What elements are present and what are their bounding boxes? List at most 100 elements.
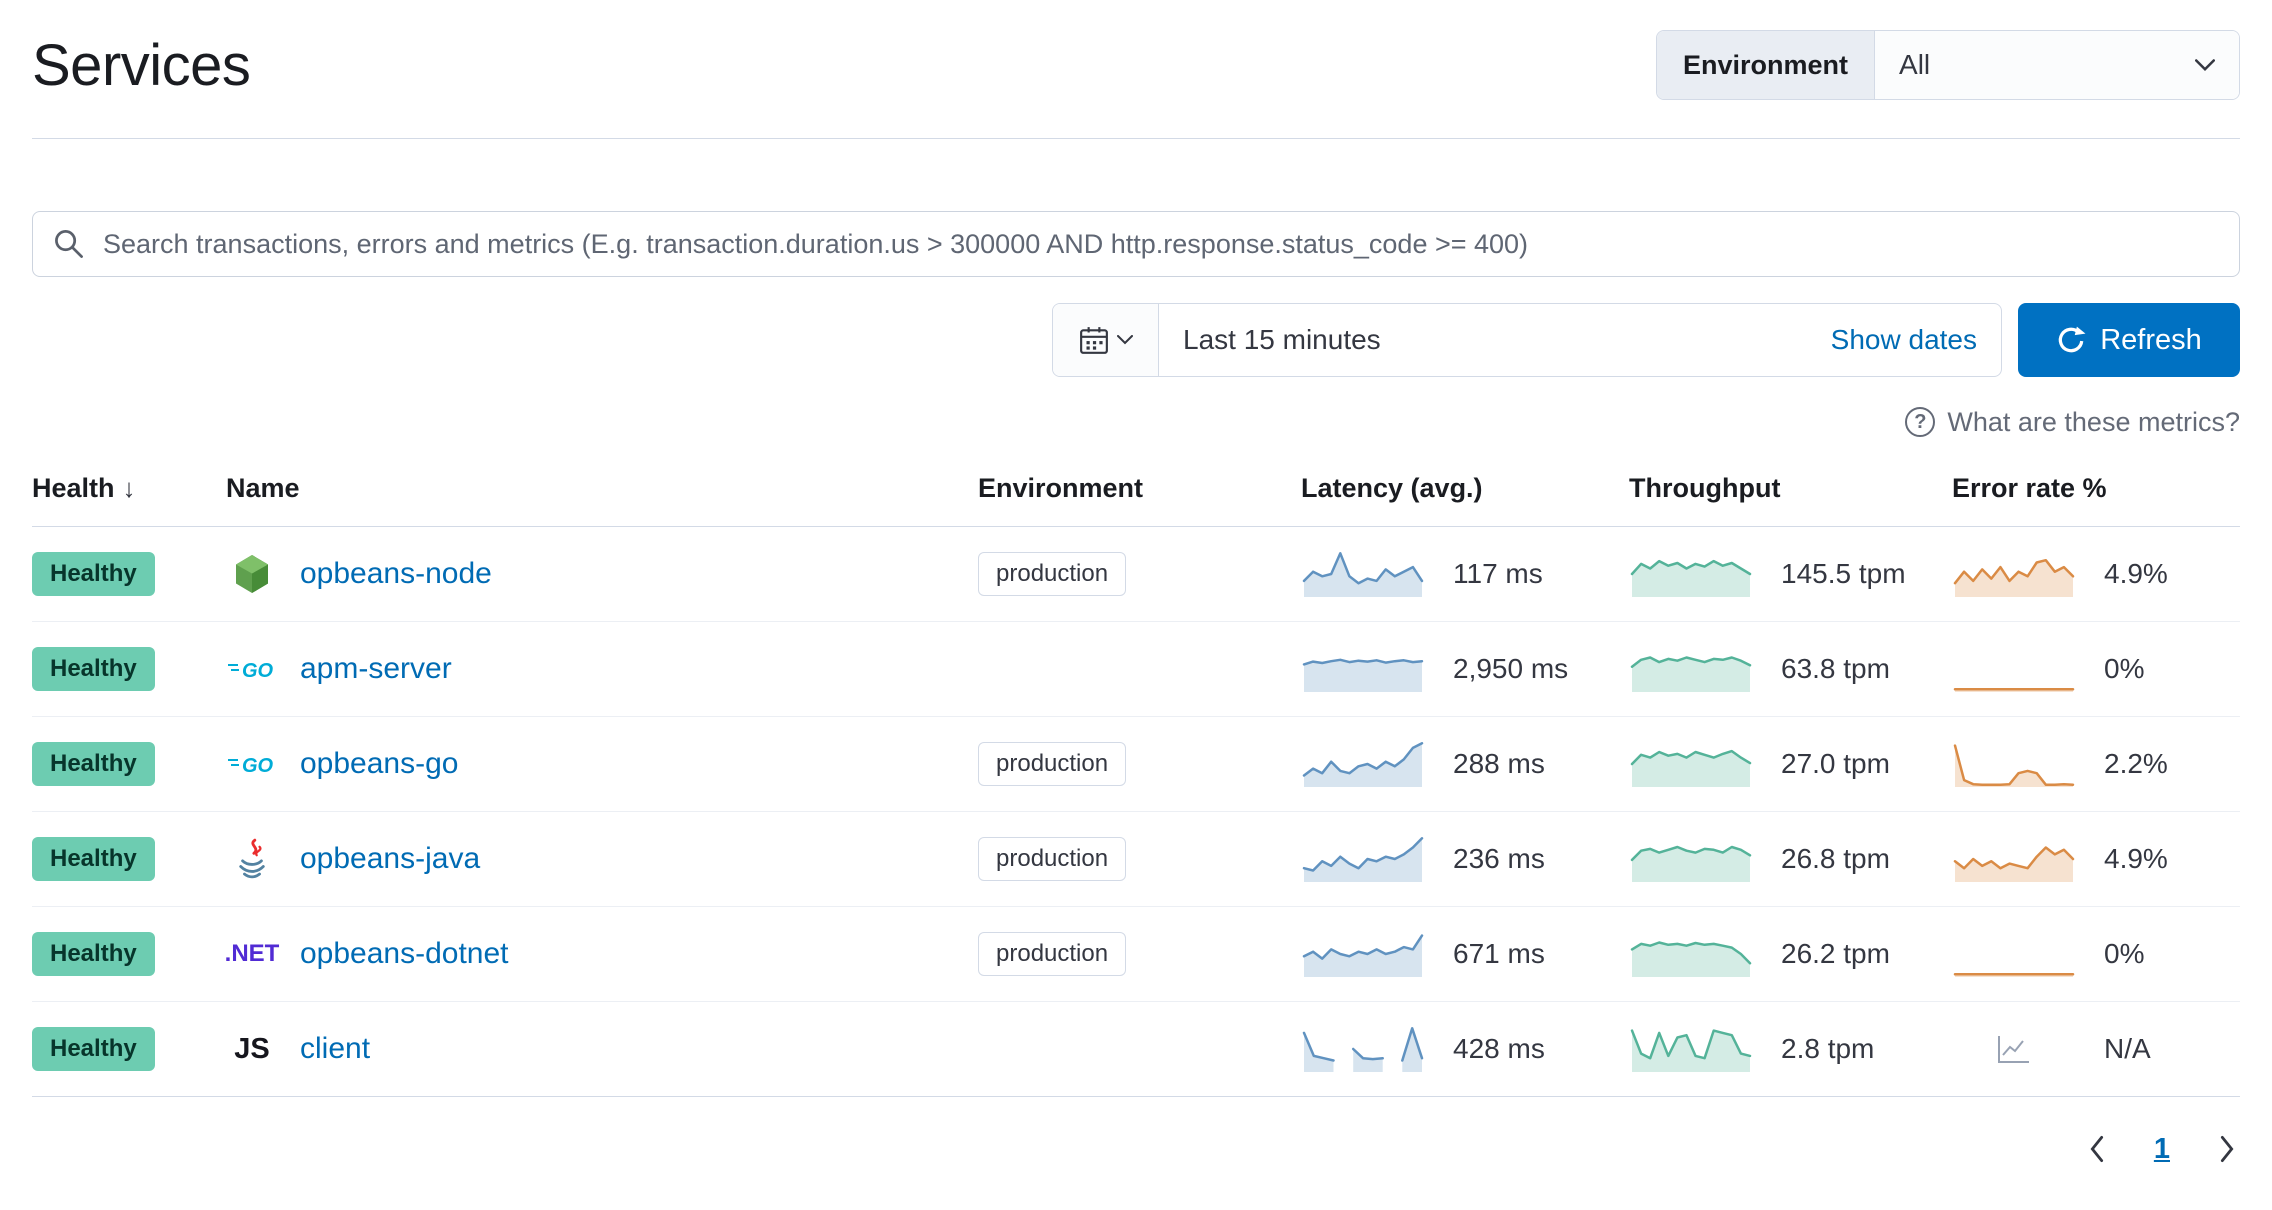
refresh-label: Refresh	[2100, 323, 2202, 356]
column-header-error-rate[interactable]: Error rate %	[1952, 473, 2107, 503]
health-badge: Healthy	[32, 932, 155, 976]
latency-value: 117 ms	[1453, 558, 1543, 589]
error-rate-sparkline	[1952, 643, 2076, 695]
header-divider	[32, 138, 2240, 139]
error-rate-sparkline	[1952, 833, 2076, 885]
environment-badge: production	[978, 552, 1127, 596]
latency-sparkline	[1301, 1023, 1425, 1075]
error-rate-sparkline	[1952, 738, 2076, 790]
throughput-value: 26.8 tpm	[1781, 843, 1890, 874]
go-icon: GO	[226, 656, 278, 682]
search-icon	[55, 230, 83, 258]
health-badge: Healthy	[32, 742, 155, 786]
latency-sparkline	[1301, 643, 1425, 695]
column-header-latency[interactable]: Latency (avg.)	[1301, 473, 1483, 503]
page-title: Services	[32, 32, 251, 98]
empty-chart-icon	[1952, 1033, 2076, 1065]
time-picker-row: Last 15 minutes Show dates Refresh	[32, 303, 2240, 377]
throughput-sparkline	[1629, 833, 1753, 885]
chevron-down-icon	[1116, 335, 1133, 345]
environment-filter-select[interactable]: All	[1875, 31, 2239, 99]
calendar-icon	[1079, 327, 1108, 354]
throughput-value: 27.0 tpm	[1781, 748, 1890, 779]
javascript-icon: JS	[234, 1032, 270, 1065]
error-rate-value: 2.2%	[2104, 748, 2168, 779]
table-row: Healthy .NET opbeans-dotnet production 6…	[32, 907, 2240, 1002]
latency-sparkline	[1301, 548, 1425, 600]
page-number-1[interactable]: 1	[2153, 1132, 2170, 1165]
chevron-left-icon	[2090, 1135, 2103, 1163]
svg-text:GO: GO	[242, 660, 274, 682]
table-row: Healthy opbeans-node production 117 ms 1…	[32, 527, 2240, 622]
environment-badge: production	[978, 837, 1127, 881]
show-dates-link[interactable]: Show dates	[1830, 324, 1977, 355]
refresh-button[interactable]: Refresh	[2018, 303, 2240, 377]
error-rate-sparkline	[1952, 928, 2076, 980]
latency-value: 236 ms	[1453, 843, 1545, 874]
throughput-value: 63.8 tpm	[1781, 653, 1890, 684]
table-row: Healthy opbeans-java production 236 ms 2…	[32, 812, 2240, 907]
chevron-right-icon	[2220, 1135, 2234, 1163]
environment-badge: production	[978, 932, 1127, 976]
service-link[interactable]: client	[300, 1032, 371, 1065]
metrics-help-row: What are these metrics?	[32, 405, 2240, 439]
chevron-down-icon	[2195, 58, 2215, 71]
latency-value: 428 ms	[1453, 1033, 1545, 1064]
latency-value: 288 ms	[1453, 748, 1545, 779]
column-header-environment[interactable]: Environment	[978, 473, 1144, 503]
throughput-sparkline	[1629, 1023, 1753, 1075]
throughput-sparkline	[1629, 643, 1753, 695]
date-picker: Last 15 minutes Show dates	[1052, 303, 2002, 377]
error-rate-value: 4.9%	[2104, 558, 2168, 589]
java-icon	[226, 838, 278, 880]
next-page-button[interactable]	[2214, 1131, 2240, 1167]
table-row: Healthy GO apm-server 2,950 ms 63.8 tpm …	[32, 622, 2240, 717]
error-rate-value: N/A	[2104, 1033, 2151, 1064]
environment-filter[interactable]: Environment All	[1656, 30, 2240, 100]
search-bar	[32, 211, 2240, 277]
table-row: Healthy JS client 428 ms 2.8 tpm N/A	[32, 1002, 2240, 1097]
column-header-throughput[interactable]: Throughput	[1629, 473, 1781, 503]
table-header-row: Health Name Environment Latency (avg.) T…	[32, 453, 2240, 527]
svg-text:GO: GO	[242, 755, 274, 777]
latency-sparkline	[1301, 738, 1425, 790]
previous-page-button[interactable]	[2084, 1131, 2110, 1167]
metrics-help-link[interactable]: What are these metrics?	[1947, 406, 2240, 437]
latency-sparkline	[1301, 833, 1425, 885]
go-icon: GO	[226, 751, 278, 777]
service-link[interactable]: opbeans-dotnet	[300, 937, 509, 970]
nodejs-icon	[226, 554, 278, 594]
health-badge: Healthy	[32, 552, 155, 596]
services-table: Health Name Environment Latency (avg.) T…	[32, 453, 2240, 1097]
question-circle-icon	[1905, 407, 1936, 437]
throughput-sparkline	[1629, 548, 1753, 600]
date-range-value[interactable]: Last 15 minutes	[1183, 324, 1381, 355]
date-quick-select-button[interactable]	[1053, 304, 1159, 376]
health-badge: Healthy	[32, 1027, 155, 1071]
date-range-field[interactable]: Last 15 minutes Show dates	[1159, 304, 2001, 376]
error-rate-value: 0%	[2104, 938, 2145, 969]
environment-filter-value: All	[1899, 49, 1931, 80]
service-link[interactable]: opbeans-node	[300, 557, 492, 590]
latency-value: 671 ms	[1453, 938, 1545, 969]
environment-filter-label: Environment	[1657, 31, 1876, 99]
service-link[interactable]: opbeans-go	[300, 747, 459, 780]
column-header-name[interactable]: Name	[226, 473, 300, 503]
throughput-sparkline	[1629, 738, 1753, 790]
pagination: 1	[32, 1131, 2240, 1197]
health-badge: Healthy	[32, 837, 155, 881]
service-link[interactable]: apm-server	[300, 652, 452, 685]
column-header-health[interactable]: Health	[32, 473, 226, 504]
service-link[interactable]: opbeans-java	[300, 842, 481, 875]
sort-descending-icon	[123, 473, 136, 504]
environment-badge: production	[978, 742, 1127, 786]
latency-value: 2,950 ms	[1453, 653, 1569, 684]
throughput-value: 145.5 tpm	[1781, 558, 1906, 589]
throughput-value: 2.8 tpm	[1781, 1033, 1875, 1064]
dotnet-icon: .NET	[224, 940, 280, 967]
throughput-value: 26.2 tpm	[1781, 938, 1890, 969]
search-input[interactable]	[101, 227, 2219, 261]
throughput-sparkline	[1629, 928, 1753, 980]
table-row: Healthy GO opbeans-go production 288 ms …	[32, 717, 2240, 812]
